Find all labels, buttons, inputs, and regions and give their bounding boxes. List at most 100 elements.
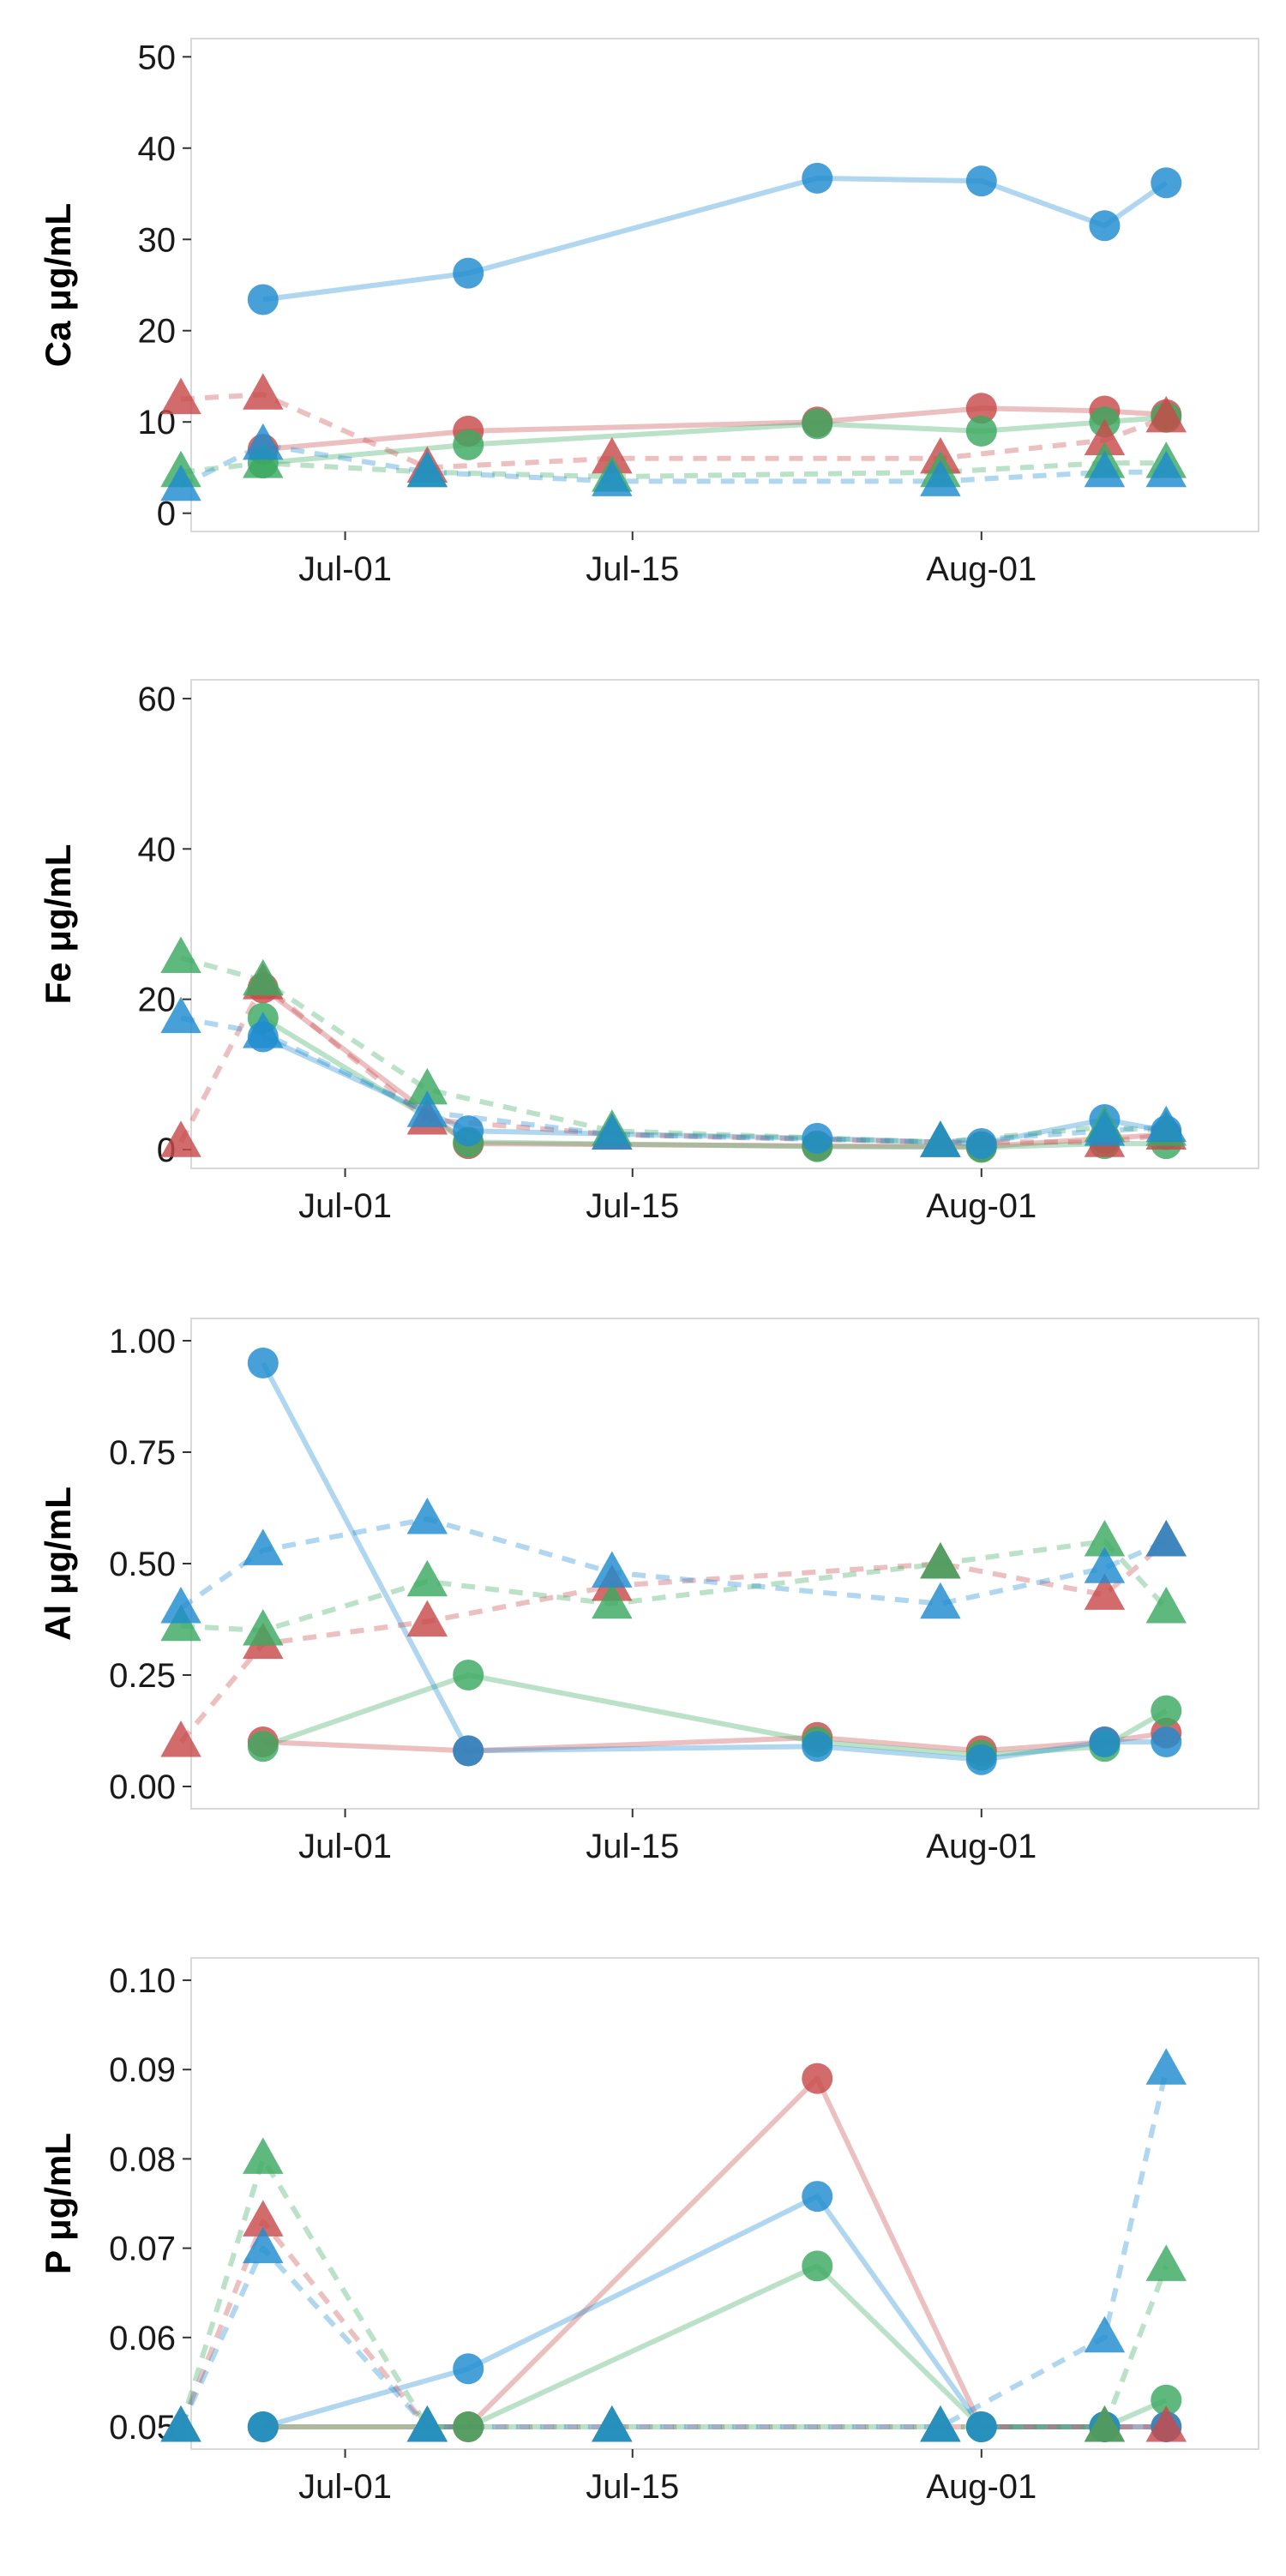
y-tick-label: 20 [138, 982, 177, 1019]
data-point-red-triangle [1084, 1573, 1126, 1610]
data-point-blue-triangle [1145, 450, 1187, 488]
data-point-blue-triangle [1084, 1546, 1126, 1583]
x-tick-label: Jul-15 [586, 550, 679, 588]
x-tick-label: Aug-01 [926, 1828, 1037, 1865]
y-axis-title: Al μg/mL [38, 1486, 78, 1641]
data-point-blue-triangle [406, 2405, 448, 2442]
data-point-blue-triangle [592, 459, 633, 496]
x-tick-label: Jul-15 [586, 1187, 679, 1225]
y-tick-label: 60 [138, 681, 177, 718]
data-point-blue-circle [802, 1731, 833, 1762]
data-point-green-triangle [1084, 2405, 1126, 2442]
data-point-blue-circle [965, 1128, 997, 1160]
data-point-red-circle [802, 2063, 833, 2094]
data-point-blue-triangle [406, 1498, 448, 1534]
data-point-green-circle [1151, 2384, 1182, 2416]
data-point-blue-triangle [592, 2405, 633, 2442]
x-tick-label: Jul-01 [298, 1187, 392, 1225]
y-tick-label: 0.50 [109, 1546, 176, 1583]
y-tick-label: 0.09 [109, 2051, 176, 2089]
data-point-blue-circle [802, 162, 833, 194]
data-point-blue-triangle [1084, 1109, 1126, 1146]
x-tick-label: Aug-01 [926, 550, 1037, 588]
data-point-green-circle [1151, 1695, 1182, 1726]
y-tick-label: 0.10 [109, 1962, 176, 2000]
data-point-green-triangle [1145, 1587, 1187, 1624]
data-point-blue-triangle [243, 423, 284, 460]
data-point-green-triangle [920, 1542, 961, 1579]
data-point-blue-triangle [920, 1120, 961, 1157]
x-tick-label: Jul-01 [298, 550, 392, 588]
data-point-blue-triangle [160, 1587, 201, 1624]
x-tick-label: Jul-15 [586, 1828, 679, 1865]
x-tick-label: Aug-01 [926, 1187, 1037, 1225]
data-point-red-triangle [243, 373, 284, 410]
data-point-green-triangle [243, 958, 284, 996]
data-point-blue-triangle [160, 464, 201, 501]
data-point-green-circle [802, 408, 833, 440]
data-point-red-triangle [406, 1600, 448, 1637]
data-point-blue-triangle [592, 1113, 633, 1150]
data-point-green-triangle [592, 1582, 633, 1619]
data-point-blue-circle [1089, 210, 1121, 242]
data-point-green-circle [965, 415, 997, 447]
data-point-green-circle [247, 1731, 279, 1762]
plot-area [190, 679, 1259, 1169]
data-point-blue-circle [802, 2181, 833, 2213]
y-tick-label: 50 [138, 39, 177, 76]
data-point-green-triangle [406, 1559, 448, 1597]
data-point-green-triangle [1084, 1520, 1126, 1557]
data-point-blue-circle [965, 165, 997, 197]
data-point-red-circle [965, 393, 997, 424]
data-point-blue-triangle [592, 1551, 633, 1588]
data-point-red-triangle [243, 2200, 284, 2237]
data-point-blue-circle [965, 1744, 997, 1775]
y-tick-label: 40 [138, 130, 177, 168]
y-tick-label: 0.08 [109, 2141, 176, 2178]
data-point-blue-circle [1089, 1726, 1121, 1757]
plot-area [190, 1957, 1259, 2450]
data-point-blue-triangle [1145, 1520, 1187, 1557]
panel-al: 0.00 0.25 0.50 0.75 1.00 Jul-01 Jul-15 Aug-01 A… [38, 1318, 1259, 1865]
data-point-blue-triangle [920, 1582, 961, 1619]
data-point-blue-triangle [243, 2226, 284, 2264]
data-point-blue-circle [453, 1115, 484, 1147]
data-point-green-circle [453, 2411, 484, 2442]
data-point-blue-triangle [920, 2405, 961, 2442]
y-tick-label: 0 [157, 495, 176, 533]
data-point-red-triangle [1145, 2405, 1187, 2442]
data-point-blue-triangle [160, 996, 201, 1034]
data-point-blue-triangle [1084, 2315, 1126, 2353]
data-point-blue-circle [965, 2411, 997, 2442]
data-point-green-circle [453, 1660, 484, 1690]
data-point-blue-circle [453, 1735, 484, 1767]
y-tick-label: 0.00 [109, 1768, 176, 1806]
y-tick-label: 0.75 [109, 1434, 176, 1472]
data-point-blue-circle [247, 1348, 279, 1378]
data-point-blue-triangle [160, 2405, 201, 2442]
data-point-blue-triangle [920, 459, 961, 496]
data-point-blue-circle [1151, 167, 1182, 199]
data-point-green-circle [453, 429, 484, 460]
data-point-blue-triangle [243, 1528, 284, 1565]
data-point-green-triangle [1145, 2244, 1187, 2281]
data-point-green-triangle [243, 2137, 284, 2174]
data-point-red-triangle [592, 436, 633, 474]
x-tick-label: Jul-01 [298, 2468, 392, 2506]
data-point-blue-circle [247, 2411, 279, 2442]
data-point-blue-circle [453, 2353, 484, 2385]
plot-area [190, 1318, 1259, 1810]
data-point-green-triangle [243, 1609, 284, 1646]
y-tick-label: 0.07 [109, 2231, 176, 2268]
data-point-red-triangle [160, 1720, 201, 1757]
y-tick-label: 0.25 [109, 1657, 176, 1695]
data-point-blue-triangle [243, 1012, 284, 1048]
data-point-blue-circle [247, 284, 279, 315]
plot-area [190, 38, 1259, 532]
data-point-red-triangle [160, 1120, 201, 1157]
